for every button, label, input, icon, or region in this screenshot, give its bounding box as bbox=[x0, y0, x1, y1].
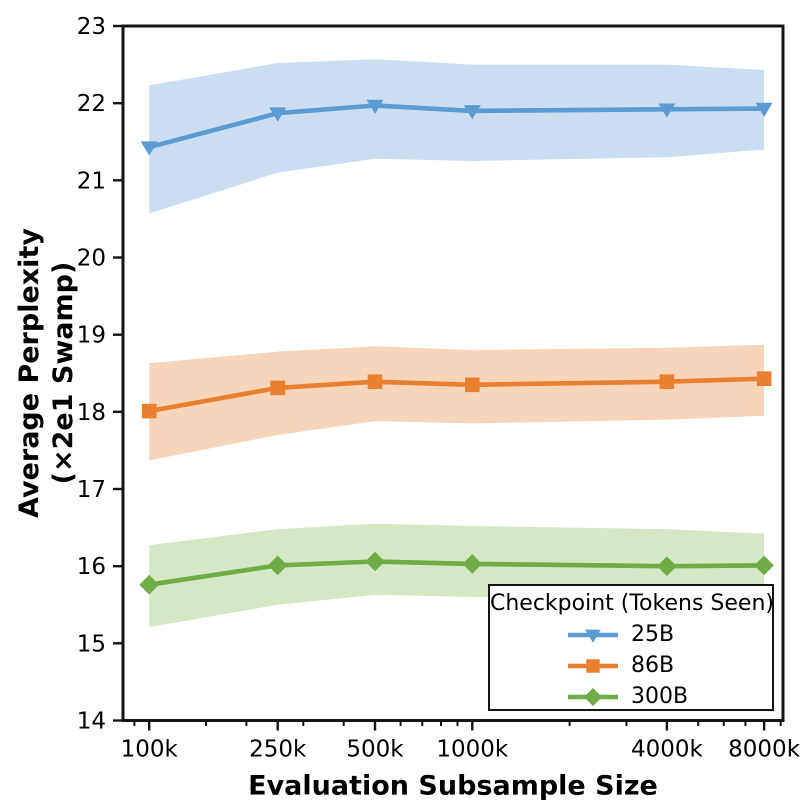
y-axis-label-line1: Average Perplexity bbox=[14, 228, 45, 518]
legend-entry-label: 86B bbox=[631, 653, 675, 678]
y-axis-label-line2: (×2e1 Swamp) bbox=[48, 261, 79, 485]
y-tick-label: 15 bbox=[77, 631, 106, 657]
confidence-band-300B bbox=[149, 523, 765, 628]
square-icon bbox=[568, 658, 618, 673]
x-axis-label: Evaluation Subsample Size bbox=[248, 770, 658, 802]
marker-25B-250k bbox=[269, 107, 287, 122]
y-tick-label: 21 bbox=[77, 168, 106, 194]
confidence-band-86B bbox=[149, 344, 765, 461]
y-tick-label: 17 bbox=[77, 477, 106, 503]
marker-25B-4000k bbox=[658, 103, 676, 118]
marker-300B-100k bbox=[139, 574, 159, 595]
marker-300B-4000k bbox=[657, 556, 677, 576]
marker-25B-1000k bbox=[463, 105, 481, 120]
legend-entry-86B: 86B bbox=[567, 650, 695, 681]
legend-rows: 25B 86B 300B bbox=[490, 619, 772, 712]
legend-entry-25B: 25B bbox=[567, 619, 695, 650]
x-tick-label: 8000k bbox=[728, 737, 801, 763]
series-line-86B bbox=[146, 376, 767, 414]
marker-86B-4000k bbox=[659, 374, 675, 389]
marker-86B-500k bbox=[367, 374, 383, 389]
y-tick-label: 23 bbox=[77, 14, 106, 40]
marker-25B-500k bbox=[366, 99, 384, 114]
marker-25B-100k bbox=[140, 141, 158, 156]
x-tick-label: 250k bbox=[249, 737, 307, 763]
y-axis-label: Average Perplexity (×2e1 Swamp) bbox=[13, 228, 81, 518]
y-tick-label: 14 bbox=[77, 709, 106, 735]
legend-entry-300B: 300B bbox=[567, 681, 695, 712]
y-tick-label: 19 bbox=[77, 323, 106, 349]
marker-86B-250k bbox=[270, 380, 285, 396]
y-tick-label: 16 bbox=[77, 554, 106, 580]
diamond-icon bbox=[568, 687, 618, 706]
confidence-band-25B bbox=[149, 59, 765, 214]
x-tick-label: 4000k bbox=[631, 737, 704, 763]
x-tick-label: 1000k bbox=[436, 737, 509, 763]
marker-86B-100k bbox=[141, 403, 157, 419]
legend: Checkpoint (Tokens Seen) 25B 86B 300B bbox=[488, 584, 774, 711]
legend-entry-label: 25B bbox=[631, 622, 675, 647]
marker-86B-1000k bbox=[465, 377, 480, 393]
series-line-25B bbox=[146, 103, 767, 150]
plot-frame bbox=[121, 24, 785, 722]
x-tick-label: 500k bbox=[346, 737, 404, 763]
series-line-300B bbox=[146, 559, 767, 588]
y-tick-label: 22 bbox=[77, 91, 106, 117]
y-tick-label: 20 bbox=[77, 246, 106, 272]
x-tick-label: 100k bbox=[121, 737, 179, 763]
legend-title: Checkpoint (Tokens Seen) bbox=[490, 591, 774, 616]
marker-86B-8000k bbox=[756, 371, 772, 386]
legend-entry-label: 300B bbox=[631, 684, 689, 709]
y-tick-label: 18 bbox=[77, 400, 106, 426]
triangle-down-icon bbox=[568, 629, 618, 643]
marker-25B-8000k bbox=[755, 102, 773, 117]
